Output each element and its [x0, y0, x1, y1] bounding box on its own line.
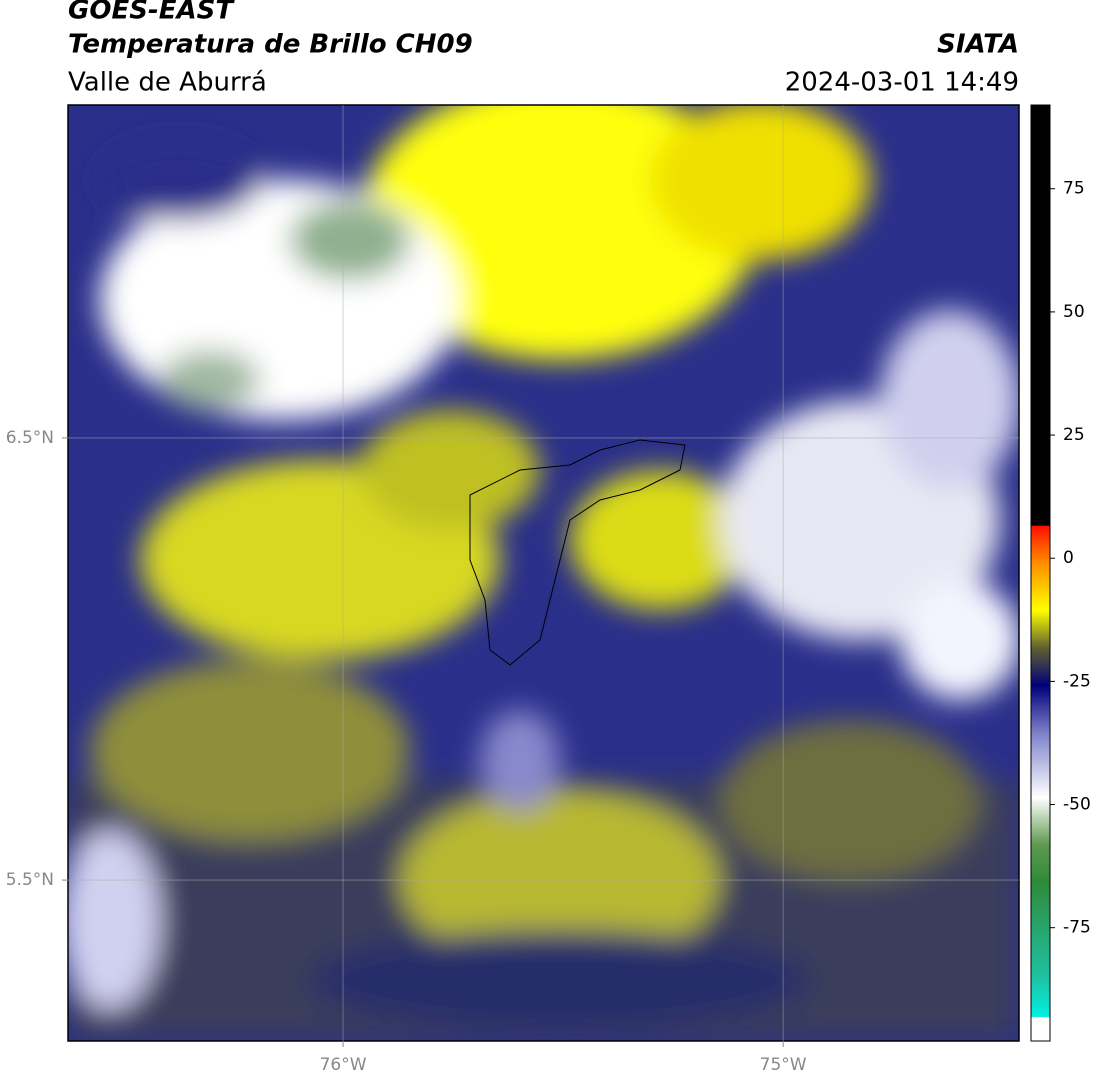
source: SIATA: [937, 30, 1019, 60]
y-tick-label: 6.5°N: [6, 428, 54, 448]
datetime: 2024-03-01 14:49: [785, 68, 1019, 98]
colorbar-tick-label: -75: [1063, 918, 1091, 938]
subtitle: Temperatura de Brillo CH09: [68, 30, 473, 60]
colorbar-tick-label: -25: [1063, 671, 1091, 691]
y-tick-label: 5.5°N: [6, 870, 54, 890]
x-tick-label: 76°W: [320, 1055, 367, 1075]
title: GOES-EAST: [68, 0, 235, 26]
colorbar-tick-label: 50: [1063, 302, 1085, 322]
valley-outline: [469, 439, 686, 666]
colorbar: [1030, 104, 1051, 1042]
colorbar-tick-label: -50: [1063, 795, 1091, 815]
colorbar-tick-label: 25: [1063, 425, 1085, 445]
map-frame: [67, 104, 1020, 1042]
x-tick-label: 75°W: [760, 1055, 807, 1075]
colorbar-tick-label: 0: [1063, 548, 1074, 568]
satellite-image: [68, 105, 1019, 1041]
colorbar-tick-label: 75: [1063, 179, 1085, 199]
region: Valle de Aburrá: [68, 68, 267, 98]
